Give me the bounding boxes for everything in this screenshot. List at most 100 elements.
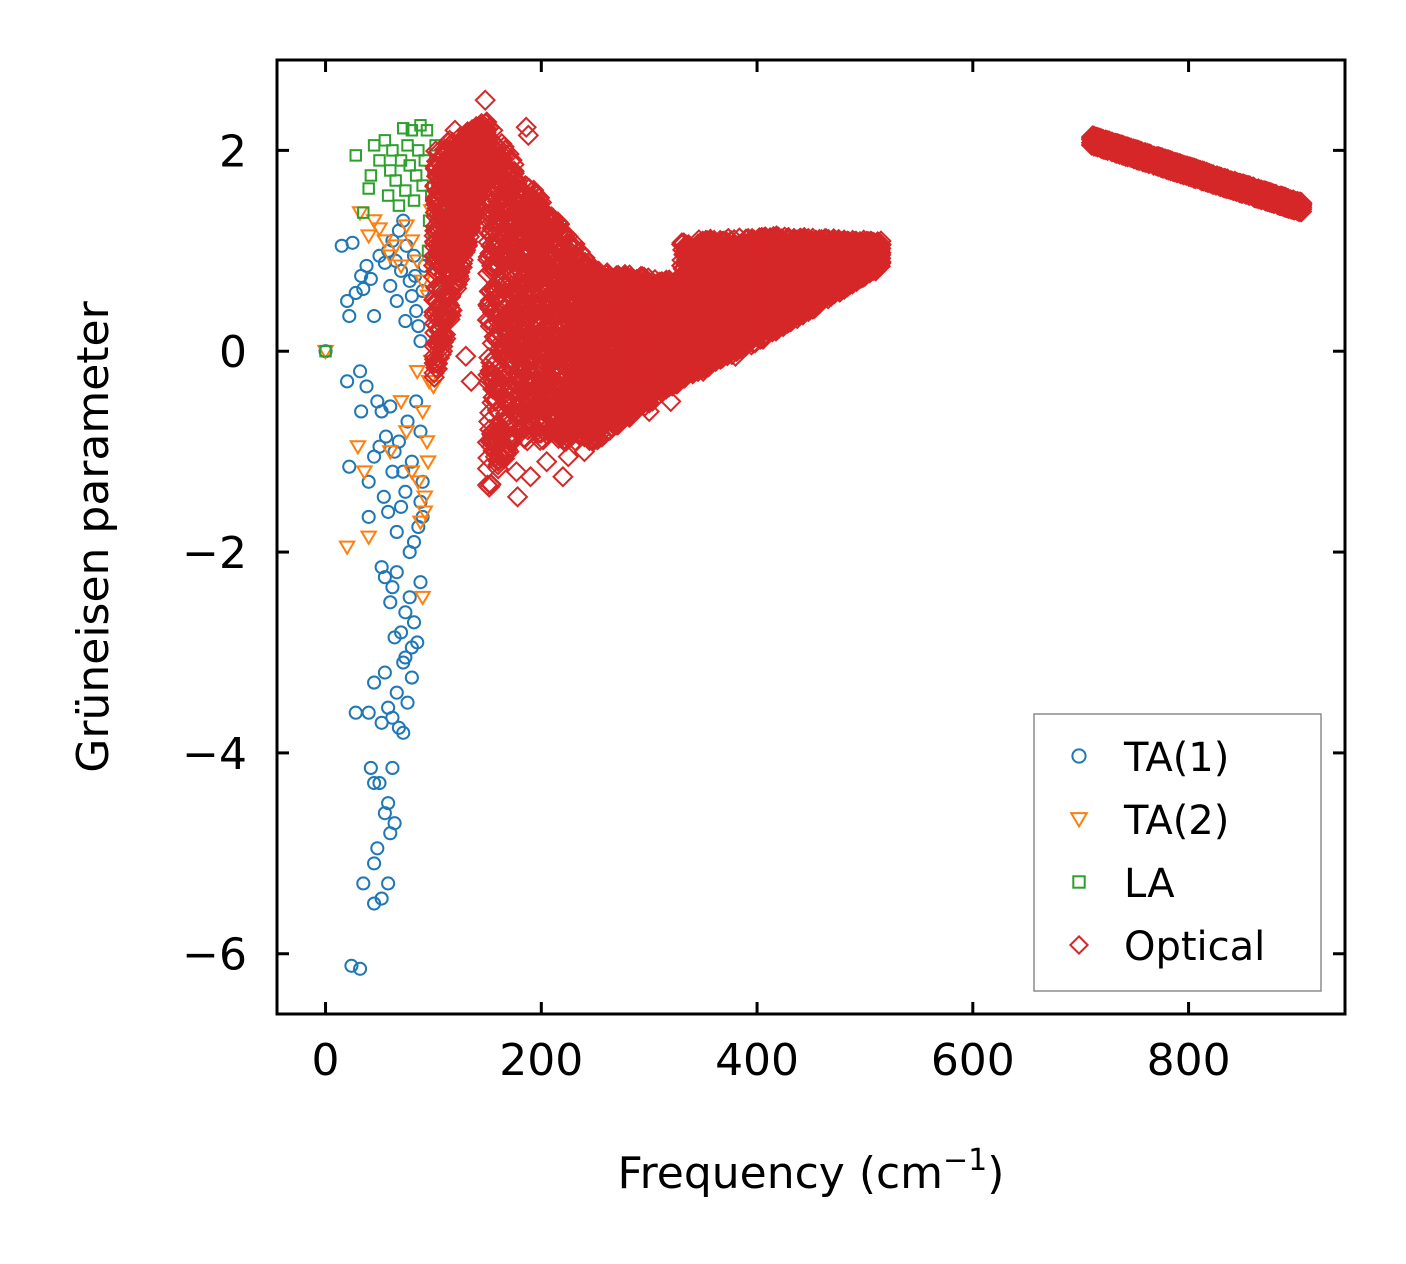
data-point-optical [520,222,543,244]
data-point-optical [553,416,576,438]
data-point-ta2 [408,254,427,270]
data-point-la [364,169,378,182]
series-optical [422,89,1313,508]
data-point-optical [509,285,531,308]
data-point-optical [447,220,470,243]
data-point-optical [543,386,566,409]
data-point-ta1 [385,710,400,725]
data-point-optical [622,347,645,369]
data-point-optical [526,309,548,331]
data-point-ta2 [355,465,374,481]
data-points-layer [316,89,1313,976]
data-point-ta1 [385,760,400,776]
data-point-optical [482,440,504,462]
data-point-optical [476,431,499,454]
data-point-la [420,124,434,137]
data-point-optical [522,333,544,355]
data-point-ta1 [389,685,404,700]
data-point-ta2 [409,475,428,491]
data-point-ta1 [387,630,402,645]
data-point-optical [520,195,542,217]
data-point-ta1 [363,760,378,776]
data-point-optical [510,318,533,341]
data-point-ta1 [409,304,424,319]
data-point-ta2 [413,590,432,607]
data-point-optical [513,199,535,221]
data-point-optical [594,369,617,392]
data-point-optical [432,285,454,307]
data-point-ta1 [402,590,417,605]
data-point-optical [613,272,635,295]
data-point-ta1 [378,429,394,444]
data-point-ta1 [383,595,398,610]
data-point-optical [564,324,587,347]
data-point-ta1 [398,314,413,329]
data-point-optical [478,117,500,139]
data-point-optical [430,280,452,302]
data-point-optical [526,256,549,278]
data-point-ta1 [359,379,374,394]
data-point-la [378,134,392,147]
data-point-optical [448,268,471,290]
data-point-optical [560,357,582,379]
data-point-ta1 [377,570,392,585]
data-point-optical [524,207,546,229]
data-point-optical [651,334,674,356]
data-point-optical [524,230,547,252]
data-point-ta1 [374,891,389,906]
data-point-optical [485,288,508,311]
data-point-optical [569,404,592,426]
data-point-optical [479,401,501,424]
data-point-ta2 [349,440,367,456]
data-point-la [319,344,332,358]
data-point-optical [645,379,667,401]
data-point-ta1 [361,474,376,489]
data-point-optical [616,299,638,322]
data-point-optical [483,367,506,389]
data-point-optical [527,422,550,445]
data-point-optical [602,307,625,329]
data-point-ta1 [394,499,409,514]
data-point-optical [513,311,536,333]
data-point-ta1 [370,841,385,856]
data-point-ta1 [381,796,396,811]
data-point-optical [547,281,569,304]
data-point-la [384,164,397,177]
data-point-ta1 [383,399,398,414]
data-point-optical [647,329,670,352]
data-point-ta1 [404,640,419,655]
data-point-la [373,154,386,167]
data-point-ta2 [359,530,378,546]
data-point-optical [632,330,655,353]
data-point-ta2 [413,405,432,421]
data-point-optical [528,278,551,301]
data-point-optical [597,347,620,369]
data-point-la [416,179,429,192]
data-point-optical [525,376,548,399]
data-point-optical [494,311,516,333]
data-point-ta1 [413,575,428,590]
data-point-optical [430,342,452,364]
data-point-optical [511,305,533,328]
data-point-optical [425,356,447,379]
data-point-optical [479,360,501,382]
data-point-optical [484,428,507,450]
data-point-optical [459,211,482,234]
data-point-optical [483,133,505,155]
data-point-optical [429,200,452,223]
data-point-optical [568,404,590,426]
data-point-ta1 [353,364,368,379]
data-point-ta2 [415,505,434,521]
data-point-optical [431,247,453,270]
data-point-optical [448,185,471,207]
data-point-ta1 [400,695,415,710]
data-point-optical [525,399,548,421]
data-point-optical [553,355,575,378]
data-point-ta1 [340,374,355,389]
data-point-optical [602,395,625,418]
data-point-optical [509,252,532,274]
data-point-optical [497,156,519,179]
data-point-optical [564,233,586,255]
data-point-optical [588,350,611,373]
data-point-ta2 [402,465,421,481]
